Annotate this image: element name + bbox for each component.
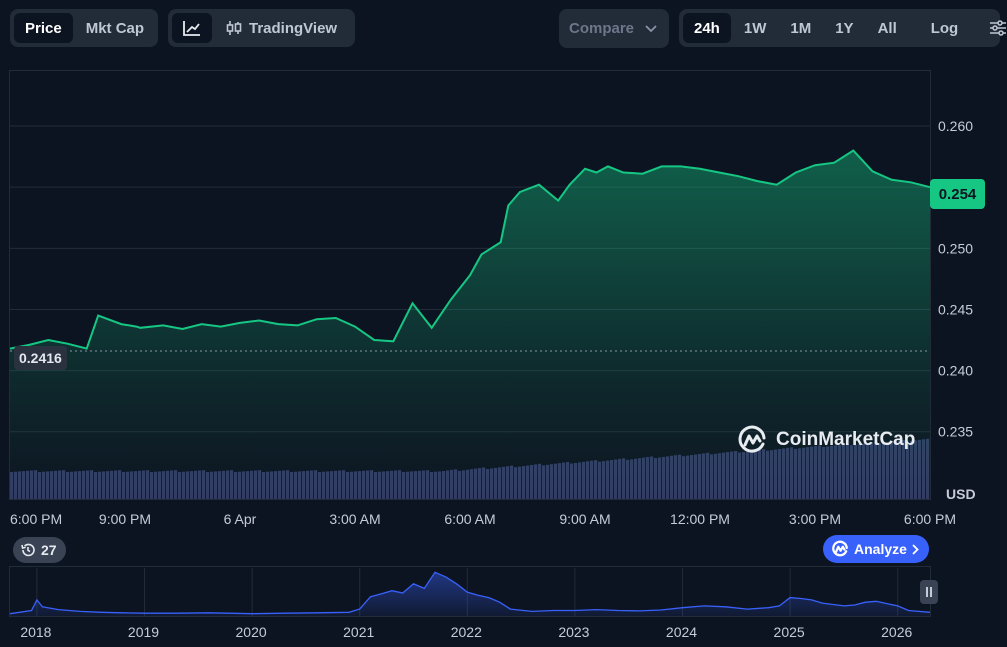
watermark-text: CoinMarketCap xyxy=(776,429,916,450)
history-icon xyxy=(21,543,35,557)
navigator-tick-label: 2026 xyxy=(881,624,912,640)
chart-type-toggle: Price Mkt Cap xyxy=(10,9,158,47)
x-tick-label: 3:00 AM xyxy=(329,511,380,527)
chart-style-toggle: TradingView xyxy=(168,9,355,47)
coinmarketcap-watermark: CoinMarketCap xyxy=(736,424,915,456)
compare-dropdown[interactable]: Compare xyxy=(559,9,669,48)
navigator-area xyxy=(10,572,930,616)
coinmarketcap-logo-icon xyxy=(738,425,766,453)
range-24h[interactable]: 24h xyxy=(683,13,731,43)
range-1m[interactable]: 1M xyxy=(790,19,812,37)
y-tick-label: 0.240 xyxy=(938,363,973,379)
navigator-tick-label: 2019 xyxy=(128,624,159,640)
candlestick-icon xyxy=(226,21,242,35)
line-chart-icon xyxy=(183,21,200,36)
x-tick-label: 6:00 PM xyxy=(10,511,62,527)
x-tick-label: 12:00 PM xyxy=(670,511,730,527)
range-1y[interactable]: 1Y xyxy=(835,19,854,37)
analyze-logo-icon xyxy=(832,540,848,557)
open-price-tag: 0.2416 xyxy=(14,346,67,370)
y-tick-label: 0.235 xyxy=(938,424,973,440)
tab-price[interactable]: Price xyxy=(14,13,73,43)
analyze-label: Analyze xyxy=(854,541,907,557)
tab-mkt-cap[interactable]: Mkt Cap xyxy=(85,19,145,37)
x-tick-label: 6 Apr xyxy=(224,511,257,527)
sliders-icon xyxy=(990,20,1007,36)
x-tick-label: 3:00 PM xyxy=(789,511,841,527)
navigator-tick-label: 2025 xyxy=(774,624,805,640)
current-price-tag: 0.254 xyxy=(930,179,985,209)
navigator-tick-label: 2018 xyxy=(20,624,51,640)
history-count: 27 xyxy=(41,542,57,558)
y-tick-label: 0.245 xyxy=(938,301,973,317)
price-area-fill xyxy=(10,150,930,499)
time-range-toggle: 24h 1W 1M 1Y All Log xyxy=(679,9,1007,47)
range-all[interactable]: All xyxy=(877,19,897,37)
x-axis: 6:00 PM 9:00 PM 6 Apr 3:00 AM 6:00 AM 9:00 AM… xyxy=(10,511,956,527)
pause-icon xyxy=(926,587,932,597)
chevron-down-icon xyxy=(645,24,657,32)
settings-button[interactable] xyxy=(981,13,1007,43)
compare-label: Compare xyxy=(569,20,635,37)
tradingview-button[interactable]: TradingView xyxy=(214,13,348,43)
range-1w[interactable]: 1W xyxy=(743,19,767,37)
currency-label: USD xyxy=(946,486,976,502)
chevron-right-icon xyxy=(912,543,919,555)
navigator-tick-label: 2022 xyxy=(451,624,482,640)
navigator-x-axis: 2018 2019 2020 2021 2022 2023 2024 2025 2026 xyxy=(20,624,912,640)
navigator-line xyxy=(9,571,931,615)
pause-button[interactable] xyxy=(920,580,938,604)
price-line xyxy=(9,149,931,350)
plot-frame xyxy=(9,70,931,500)
log-scale-button[interactable]: Log xyxy=(930,19,959,37)
tradingview-label: TradingView xyxy=(249,19,338,37)
history-badge[interactable]: 27 xyxy=(13,537,66,563)
line-chart-button[interactable] xyxy=(172,13,212,43)
analyze-button[interactable]: Analyze xyxy=(823,535,929,563)
navigator-tick-label: 2021 xyxy=(343,624,374,640)
navigator-tick-label: 2023 xyxy=(558,624,589,640)
x-tick-label: 9:00 AM xyxy=(559,511,610,527)
navigator-tick-label: 2020 xyxy=(236,624,267,640)
x-tick-label: 9:00 PM xyxy=(99,511,151,527)
x-tick-label: 6:00 AM xyxy=(444,511,495,527)
y-tick-label: 0.250 xyxy=(938,240,973,256)
x-tick-label: 6:00 PM xyxy=(904,511,956,527)
navigator-tick-label: 2024 xyxy=(666,624,697,640)
y-tick-label: 0.260 xyxy=(938,118,973,134)
